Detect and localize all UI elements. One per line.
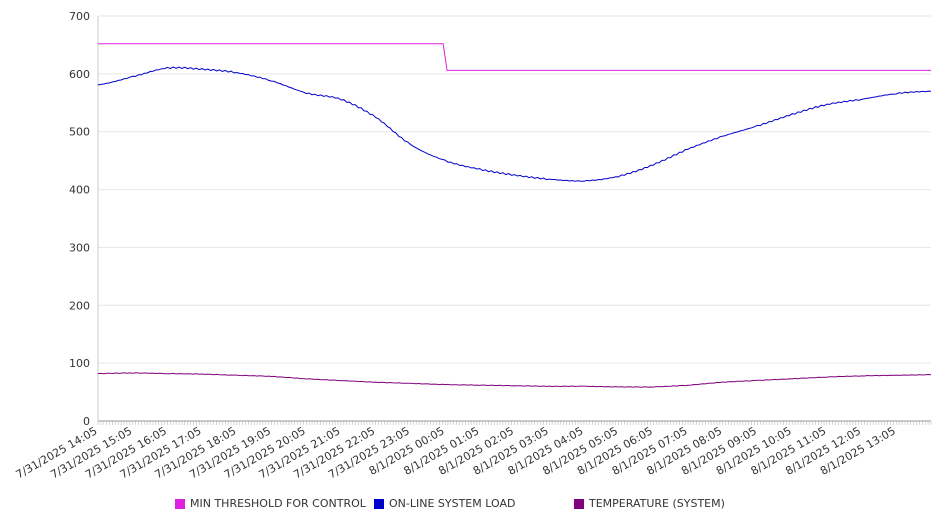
legend-swatch-temperature — [574, 498, 584, 509]
y-tick-label: 200 — [69, 299, 90, 312]
legend-item-temperature[interactable]: TEMPERATURE (SYSTEM) — [574, 497, 725, 510]
y-tick-label: 300 — [69, 241, 90, 254]
y-tick-label: 100 — [69, 357, 90, 370]
y-tick-label: 500 — [69, 126, 90, 139]
x-axis-ticks: 7/31/2025 14:057/31/2025 15:057/31/2025 … — [14, 421, 932, 481]
y-tick-label: 0 — [83, 415, 90, 428]
series-online-load — [97, 66, 932, 182]
legend: MIN THRESHOLD FOR CONTROL ON-LINE SYSTEM… — [0, 497, 946, 515]
legend-label-temperature: TEMPERATURE (SYSTEM) — [589, 497, 725, 510]
series-lines — [97, 43, 932, 388]
legend-item-min-threshold[interactable]: MIN THRESHOLD FOR CONTROL — [175, 497, 366, 510]
legend-label-online-load: ON-LINE SYSTEM LOAD — [389, 497, 516, 510]
legend-swatch-min-threshold — [175, 498, 185, 509]
series-temperature — [97, 372, 932, 388]
y-axis-ticks: 0 100 200 300 400 500 600 700 — [69, 10, 90, 428]
legend-swatch-online-load — [374, 498, 384, 509]
y-tick-label: 700 — [69, 10, 90, 23]
legend-item-online-load[interactable]: ON-LINE SYSTEM LOAD — [374, 497, 515, 510]
y-tick-label: 400 — [69, 184, 90, 197]
grid-lines — [98, 15, 931, 364]
y-tick-label: 600 — [69, 68, 90, 81]
series-min-threshold — [98, 43, 931, 71]
legend-label-min-threshold: MIN THRESHOLD FOR CONTROL — [190, 497, 366, 510]
